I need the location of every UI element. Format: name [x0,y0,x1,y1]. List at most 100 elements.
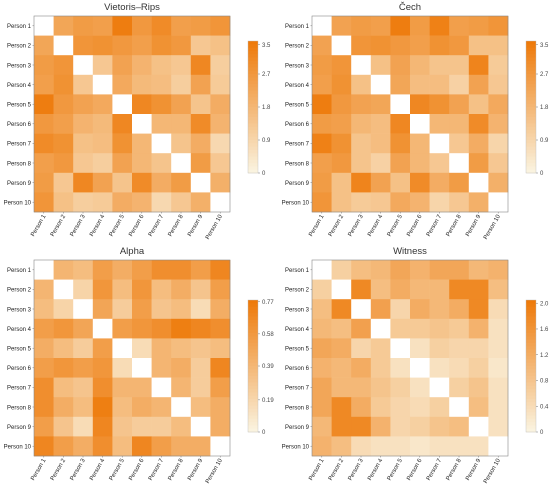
colorbar-segment [526,339,536,344]
column-label: Person 7 [426,213,444,237]
colorbar-segment [526,382,536,387]
colorbar-segment [248,392,258,397]
column-label: Person 7 [148,213,166,237]
heatmap-cell [312,35,332,56]
heatmap-cell [331,436,352,457]
heatmap-cell [53,153,74,174]
heatmap-cell [132,299,152,320]
colorbar-segment [248,50,258,55]
heatmap-cell [429,55,450,76]
colorbar-segment [248,60,258,65]
heatmap-cell [151,133,172,154]
colorbar-segment [526,116,536,121]
heatmap-cell [73,299,94,320]
heatmap-cell [92,279,113,300]
colorbar-tick-label: 1.2 [540,353,549,359]
heatmap-cell [351,397,372,418]
column-label: Person 5 [387,213,405,237]
heatmap-cell [112,153,133,174]
heatmap-cell [488,172,509,193]
heatmap-cell [151,377,172,398]
heatmap-cell [171,358,192,378]
plot-frame [311,15,509,213]
colorbar-segment [248,54,258,58]
colorbar-segment [526,97,536,101]
colorbar-segment [248,156,258,161]
heatmap-cell [488,260,509,280]
heatmap-cell [449,94,470,115]
heatmap-cell [151,358,172,378]
heatmap-cell [488,74,509,95]
colorbar-segment [526,329,536,334]
colorbar-segment [248,80,258,85]
heatmap-cell [132,377,152,398]
heatmap-cell [449,279,470,300]
colorbar-segment [248,379,258,383]
colorbar-segment [526,405,536,410]
heatmap-cell [73,318,94,339]
row-label: Person 10 [282,201,310,207]
heatmap-cell [429,260,450,280]
heatmap-cell [351,192,372,213]
colorbar-segment [526,356,536,360]
colorbar-segment [248,133,258,138]
column-label: Person 9 [187,457,205,481]
heatmap-cell [390,299,411,320]
heatmap-cell [351,133,372,154]
plot-frame [311,259,509,457]
heatmap-cell [92,94,113,115]
heatmap-cell [73,260,94,280]
heatmap-cell [210,299,231,320]
heatmap-cell [312,16,332,36]
row-label: Person 4 [7,83,32,89]
heatmap-cell [132,397,152,418]
colorbar-segment [248,349,258,354]
heatmap-cell [370,114,391,134]
heatmap-cell [171,74,192,95]
colorbar-tick-label: 0.77 [262,300,274,306]
colorbar-segment [526,70,536,75]
heatmap-cell [351,338,372,359]
heatmap-cell [190,279,211,300]
heatmap-cell [34,35,54,56]
colorbar-segment [248,153,258,157]
heatmap-cell [190,192,211,213]
colorbar-segment [248,130,258,134]
colorbar-segment [248,123,258,128]
heatmap-cell [92,318,113,339]
heatmap-cell [312,192,332,213]
heatmap-cell [73,338,94,359]
heatmap-cell [370,192,391,213]
heatmap-cell [429,338,450,359]
heatmap-cell [449,436,470,457]
heatmap-cell [449,318,470,339]
heatmap-cell [151,153,172,174]
colorbar-segment [248,83,258,88]
column-label: Person 3 [70,213,88,237]
heatmap-cell [53,192,74,213]
heatmap-cell [410,172,430,193]
column-label: Person 2 [328,213,346,237]
heatmap-cell [34,358,54,378]
row-label: Person 1 [7,24,32,30]
colorbar-segment [248,74,258,78]
heatmap-cell [73,192,94,213]
heatmap-cell [112,35,133,56]
row-label: Person 10 [4,201,32,207]
colorbar-segment [526,100,536,105]
heatmap-cell [468,74,489,95]
colorbar-segment [248,336,258,340]
heatmap-cell [468,153,489,174]
column-label: Person 9 [465,457,483,481]
heatmap-cell [331,153,352,174]
heatmap-cell [132,74,152,95]
colorbar-segment [526,415,536,420]
column-label: Person 10 [483,457,502,484]
colorbar-segment [526,336,536,340]
colorbar-segment [248,44,258,48]
heatmap-cell [210,436,231,457]
heatmap-cell [331,192,352,213]
colorbar-segment [248,107,258,111]
